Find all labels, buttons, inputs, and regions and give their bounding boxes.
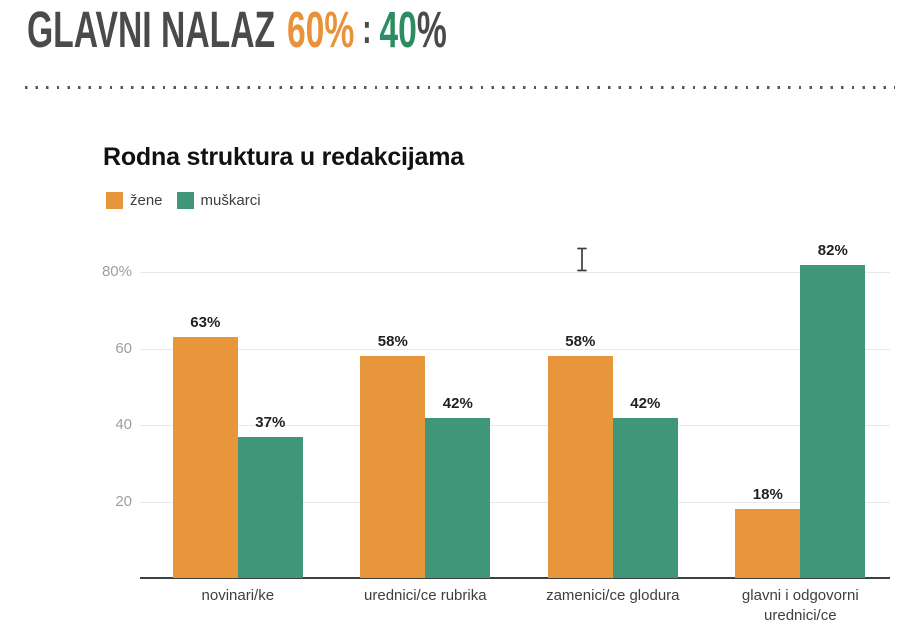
bar-mu-karci-glavni-i-odgovorni-urednici-ce[interactable] — [800, 265, 866, 578]
value-label-mu-karci-novinari-ke: 37% — [255, 414, 286, 431]
legend-label-zene: žene — [130, 192, 163, 209]
gridline-60 — [140, 348, 890, 350]
y-tick-label-20: 20 — [115, 492, 132, 510]
y-tick-label-60: 60 — [115, 339, 132, 357]
ratio-right-percent: % — [416, 1, 447, 58]
category-label-novinari-ke: novinari/ke — [201, 587, 275, 604]
value-label-ene-novinari-ke: 63% — [190, 314, 221, 331]
gridline-80 — [140, 272, 890, 274]
bar-mu-karci-novinari-ke[interactable] — [237, 437, 303, 578]
category-label-glavni-i-odgovorni-urednici-ce: glavni i odgovorni urednici/ce — [741, 587, 859, 624]
category-label-zamenici-ce-glodura: zamenici/ce glodura — [546, 587, 680, 604]
y-tick-label-80: 80% — [101, 263, 132, 281]
value-label-ene-glavni-i-odgovorni-urednici-ce: 18% — [752, 486, 783, 503]
value-label-mu-karci-zamenici-ce-glodura: 42% — [630, 395, 661, 412]
legend-item-zene[interactable]: žene — [106, 192, 163, 209]
ratio-left-value: 60% — [286, 1, 355, 58]
gridline-40 — [140, 425, 890, 427]
value-label-mu-karci-glavni-i-odgovorni-urednici-ce: 82% — [817, 242, 848, 259]
bar-mu-karci-zamenici-ce-glodura[interactable] — [612, 418, 678, 578]
bar-ene-zamenici-ce-glodura[interactable] — [547, 356, 613, 578]
value-label-mu-karci-urednici-ce-rubrika: 42% — [442, 395, 473, 412]
ratio-right-value: 40 — [379, 1, 417, 58]
value-label-ene-zamenici-ce-glodura: 58% — [565, 333, 596, 350]
zene-swatch-icon — [106, 192, 123, 209]
bar-ene-urednici-ce-rubrika[interactable] — [360, 356, 426, 578]
legend-label-muskarci: muškarci — [200, 192, 261, 209]
bar-ene-novinari-ke[interactable] — [172, 337, 238, 578]
plot-area: 63% 37% 58% 42% 58% 42% 18% 82% — [140, 240, 890, 579]
legend: žene muškarci — [106, 192, 275, 209]
y-tick-label-40: 40 — [115, 416, 132, 434]
muskarci-swatch-icon — [176, 192, 194, 209]
legend-item-muskarci[interactable]: muškarci — [176, 192, 261, 209]
value-label-ene-urednici-ce-rubrika: 58% — [377, 333, 408, 350]
dotted-divider — [25, 86, 895, 89]
bar-mu-karci-urednici-ce-rubrika[interactable] — [425, 418, 491, 578]
ratio-separator: : — [362, 5, 372, 52]
page-title: GLAVNI NALAZ 60%:40% — [27, 1, 447, 58]
gridline-20 — [140, 501, 890, 503]
bar-ene-glavni-i-odgovorni-urednici-ce[interactable] — [735, 509, 801, 578]
headline-text: GLAVNI NALAZ — [27, 1, 276, 58]
text-cursor-icon — [576, 247, 588, 272]
x-axis-line — [140, 577, 890, 579]
category-label-urednici-ce-rubrika: urednici/ce rubrika — [364, 587, 487, 604]
chart-title: Rodna struktura u redakcijama — [103, 143, 464, 171]
